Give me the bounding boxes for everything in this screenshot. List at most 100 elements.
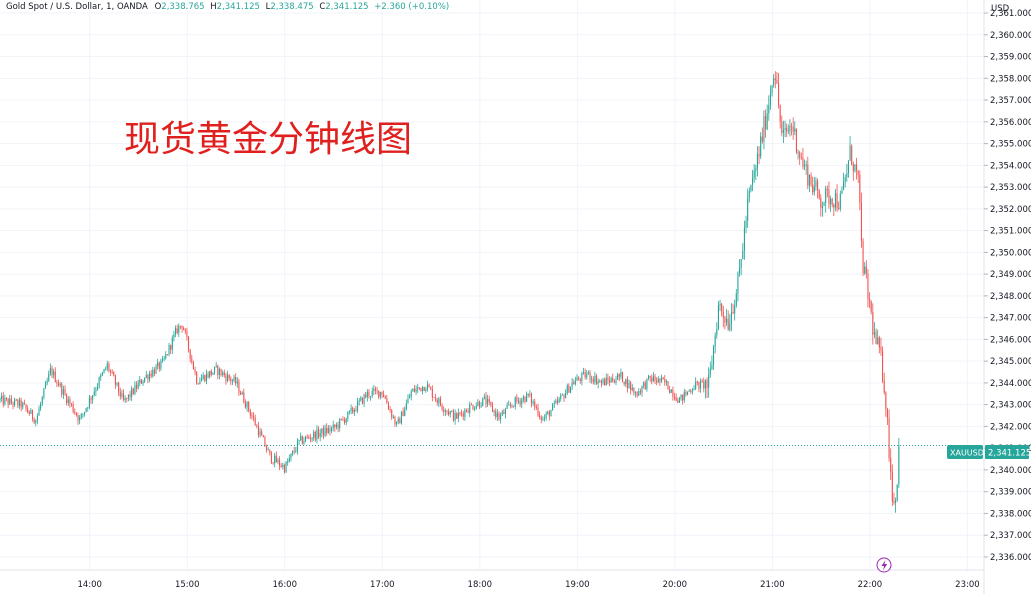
candle-body xyxy=(431,388,433,398)
time-tick-label: 16:00 xyxy=(273,580,298,590)
time-tick-label: 22:00 xyxy=(858,580,883,590)
candle-body xyxy=(420,387,422,392)
candle-body xyxy=(500,415,502,420)
candle-body xyxy=(761,136,763,142)
candle xyxy=(381,391,383,398)
candle-body xyxy=(508,404,510,406)
candle-body xyxy=(547,411,549,414)
candle-body xyxy=(649,375,651,378)
candle-body xyxy=(877,337,879,345)
candle-body xyxy=(581,372,583,382)
legend-symbol[interactable]: Gold Spot / U.S. Dollar, 1, OANDA xyxy=(6,2,148,12)
price-scale[interactable]: 2,336.000 2,337.000 2,338.000 2,339.000 2,34… xyxy=(984,9,1031,563)
candle xyxy=(344,416,346,425)
candle xyxy=(613,379,615,384)
candle xyxy=(384,395,386,400)
candle xyxy=(158,361,160,372)
candle xyxy=(672,386,674,401)
candle-body xyxy=(444,411,446,412)
candle-body xyxy=(105,368,107,370)
candle xyxy=(675,393,677,402)
candle-body xyxy=(714,335,716,347)
candle-body xyxy=(145,375,147,378)
candle xyxy=(737,271,739,302)
candle-body xyxy=(643,382,645,386)
candle-body xyxy=(854,164,856,171)
candle-body xyxy=(482,397,484,407)
candle-body xyxy=(443,409,445,412)
candle xyxy=(227,370,229,383)
candle xyxy=(267,447,269,451)
candle xyxy=(747,188,749,228)
lightning-icon[interactable] xyxy=(876,557,892,573)
candle-body xyxy=(283,464,285,473)
candle xyxy=(410,389,412,401)
time-scale[interactable]: 14:00 15:00 16:00 17:00 18:00 19:00 20:00 21:00… xyxy=(77,580,979,590)
candle-body xyxy=(241,392,243,395)
candle xyxy=(896,484,898,502)
candle-body xyxy=(280,465,282,467)
candle xyxy=(246,400,248,412)
time-tick-label: 21:00 xyxy=(760,580,785,590)
candle-body xyxy=(191,358,193,362)
candle-body xyxy=(680,394,682,399)
candle xyxy=(490,401,492,408)
candle xyxy=(516,394,518,404)
candle-body xyxy=(483,396,485,398)
candle xyxy=(253,412,255,422)
candle xyxy=(755,164,757,181)
candle-body xyxy=(274,455,276,464)
candle xyxy=(628,379,630,389)
candle xyxy=(678,396,680,404)
candle xyxy=(599,379,601,383)
candle-body xyxy=(618,374,620,377)
candle xyxy=(673,392,676,401)
candle xyxy=(140,378,142,385)
candle xyxy=(296,438,298,455)
candle-body xyxy=(608,380,611,383)
candle xyxy=(711,355,713,371)
candle xyxy=(604,377,606,386)
legend-close-value: 2,341.125 xyxy=(325,2,369,12)
candle-body xyxy=(664,379,666,383)
candle xyxy=(771,84,773,97)
candle-body xyxy=(652,376,654,382)
candle xyxy=(470,402,472,406)
candle xyxy=(358,398,360,406)
candle xyxy=(108,361,110,373)
candle-body xyxy=(766,113,768,130)
candle xyxy=(701,378,703,383)
candle-body xyxy=(791,125,793,127)
candle xyxy=(859,170,861,211)
candle-body xyxy=(818,190,820,199)
candle xyxy=(220,368,222,377)
candle-body xyxy=(517,400,520,402)
candle-body xyxy=(254,417,256,426)
candle xyxy=(854,164,856,173)
candle xyxy=(5,397,8,402)
candle xyxy=(605,373,607,386)
candle-body xyxy=(192,361,194,370)
candle-body xyxy=(586,374,588,378)
price-tick-label: 2,347.000 xyxy=(990,314,1031,324)
candle-body xyxy=(272,462,274,464)
candle-body xyxy=(776,79,778,83)
candle-body xyxy=(698,381,700,389)
candle-body xyxy=(574,380,576,385)
candle xyxy=(709,361,711,379)
candle xyxy=(20,397,22,412)
candle-body xyxy=(340,418,342,420)
candle-body xyxy=(699,380,702,389)
candle-body xyxy=(75,413,77,416)
candle-body xyxy=(833,204,835,208)
candle xyxy=(443,406,445,416)
candle xyxy=(802,148,804,170)
candle-body xyxy=(522,396,524,400)
candle xyxy=(280,463,282,468)
candle-body xyxy=(439,398,442,406)
candle-body xyxy=(184,330,186,332)
candle-body xyxy=(417,387,419,389)
candle-body xyxy=(46,380,48,384)
candle xyxy=(459,411,461,416)
